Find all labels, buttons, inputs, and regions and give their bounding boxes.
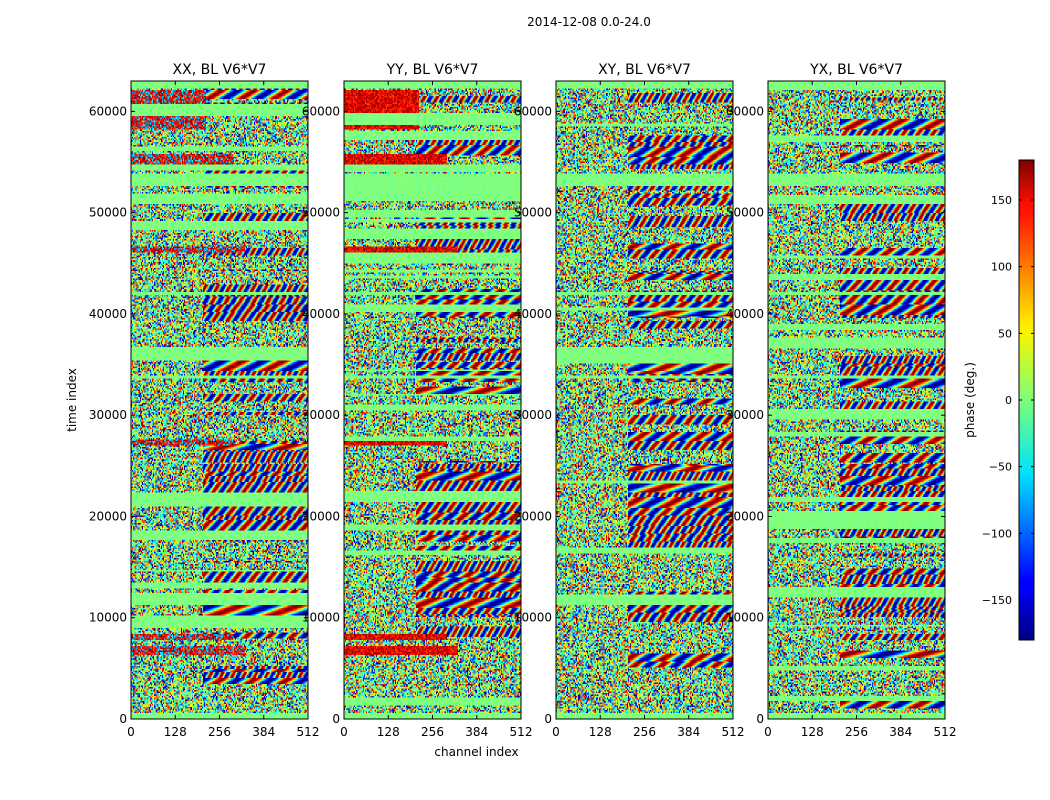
y-tick-label: 10000 (726, 611, 764, 625)
y-tick-label: 0 (119, 712, 127, 726)
y-tick-label: 20000 (514, 509, 552, 523)
y-tick-label: 30000 (89, 408, 127, 422)
y-tick-label: 50000 (726, 206, 764, 220)
x-tick-label: 128 (589, 725, 612, 739)
y-tick-label: 20000 (89, 509, 127, 523)
y-tick-label: 20000 (302, 509, 340, 523)
y-tick-label: 0 (544, 712, 552, 726)
y-tick-label: 40000 (89, 307, 127, 321)
x-tick-label: 512 (934, 725, 957, 739)
x-tick-label: 128 (377, 725, 400, 739)
x-tick-label: 0 (552, 725, 560, 739)
colorbar-tick-label: −50 (989, 461, 1012, 474)
y-tick-label: 50000 (302, 206, 340, 220)
x-tick-label: 384 (889, 725, 912, 739)
panel-xx-heatmap (131, 81, 308, 719)
colorbar-tick-label: −150 (982, 594, 1012, 607)
panel-xx-title: XX, BL V6*V7 (173, 62, 267, 78)
y-tick-label: 0 (756, 712, 764, 726)
x-tick-label: 0 (764, 725, 772, 739)
y-tick-label: 50000 (89, 206, 127, 220)
y-tick-label: 40000 (726, 307, 764, 321)
y-tick-label: 60000 (89, 104, 127, 118)
y-tick-label: 40000 (302, 307, 340, 321)
x-tick-label: 256 (421, 725, 444, 739)
panel-xy-title: XY, BL V6*V7 (598, 62, 691, 78)
x-tick-label: 384 (252, 725, 275, 739)
panel-yx: YX, BL V6*V7 0 128 256 384 512 0 10000 20000 3000… (726, 62, 957, 739)
y-tick-label: 0 (332, 712, 340, 726)
x-tick-label: 256 (633, 725, 656, 739)
x-tick-label: 128 (164, 725, 187, 739)
colorbar-ticks: 150 100 50 0 −50 −100 −150 (982, 194, 1034, 607)
y-tick-label: 60000 (726, 104, 764, 118)
panel-xy: XY, BL V6*V7 0 128 256 384 512 0 10000 20000 3000… (514, 62, 745, 739)
panel-xy-heatmap (556, 81, 733, 719)
y-tick-label: 30000 (726, 408, 764, 422)
x-tick-label: 512 (297, 725, 320, 739)
y-tick-label: 40000 (514, 307, 552, 321)
y-tick-label: 30000 (514, 408, 552, 422)
panels: XX, BL V6*V7 0 128 256 384 512 0 10000 20000 3000… (65, 62, 956, 759)
y-tick-label: 20000 (726, 509, 764, 523)
y-tick-label: 60000 (302, 104, 340, 118)
x-tick-label: 384 (677, 725, 700, 739)
panel-yy-title: YY, BL V6*V7 (386, 62, 479, 78)
panel-yx-heatmap (768, 81, 945, 719)
x-tick-label: 0 (127, 725, 135, 739)
y-tick-label: 60000 (514, 104, 552, 118)
colorbar-label: phase (deg.) (963, 362, 977, 438)
x-tick-label: 384 (465, 725, 488, 739)
colorbar-tick-label: 150 (991, 194, 1012, 207)
colorbar: 150 100 50 0 −50 −100 −150 phase (deg.) (963, 159, 1035, 641)
panel-yy: YY, BL V6*V7 0 128 256 384 512 0 10000 20000 3000… (302, 62, 533, 759)
y-tick-label: 10000 (302, 611, 340, 625)
y-axis-label: time index (65, 368, 79, 432)
x-tick-label: 512 (510, 725, 533, 739)
x-tick-label: 0 (340, 725, 348, 739)
y-tick-label: 50000 (514, 206, 552, 220)
x-tick-label: 256 (208, 725, 231, 739)
colorbar-tick-label: 50 (998, 327, 1012, 340)
y-tick-label: 30000 (302, 408, 340, 422)
y-tick-label: 10000 (89, 611, 127, 625)
colorbar-tick-label: 0 (1005, 394, 1012, 407)
x-tick-label: 256 (845, 725, 868, 739)
y-tick-label: 10000 (514, 611, 552, 625)
panel-yy-heatmap (344, 81, 521, 719)
figure-suptitle: 2014-12-08 0.0-24.0 (527, 15, 651, 29)
colorbar-tick-label: −100 (982, 527, 1012, 540)
x-tick-label: 128 (801, 725, 824, 739)
panel-yx-title: YX, BL V6*V7 (809, 62, 903, 78)
x-tick-label: 512 (722, 725, 745, 739)
x-axis-label: channel index (434, 745, 518, 759)
colorbar-tick-label: 100 (991, 261, 1012, 274)
panel-xx: XX, BL V6*V7 0 128 256 384 512 0 10000 20000 3000… (65, 62, 319, 739)
